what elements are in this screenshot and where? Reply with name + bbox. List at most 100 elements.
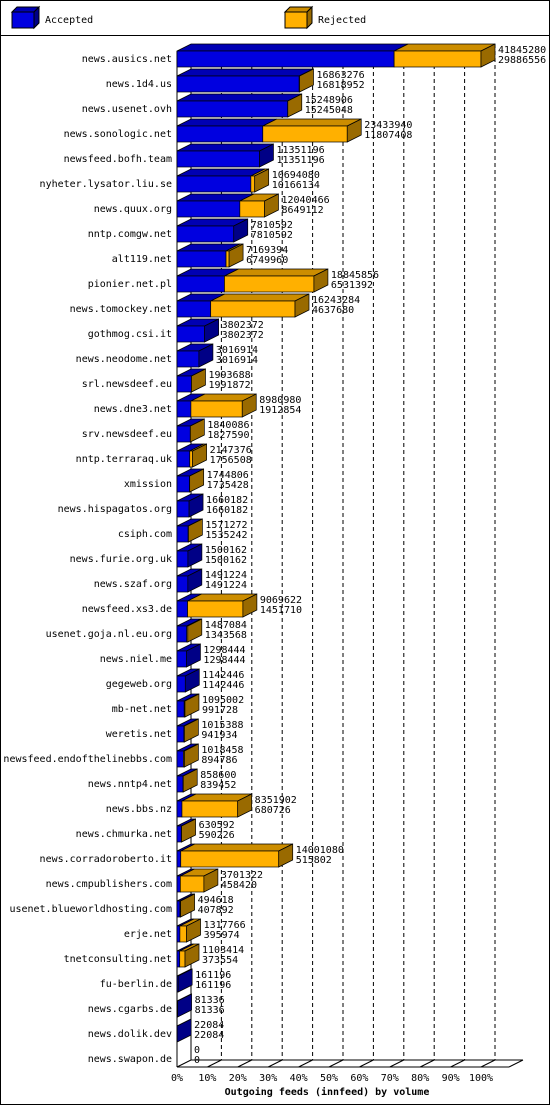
rejected-bar-side xyxy=(242,593,258,618)
y-tick-label: tnetconsulting.net xyxy=(64,954,172,965)
accepted-bar xyxy=(176,525,189,543)
accepted-bar xyxy=(176,400,192,418)
rejected-bar-side xyxy=(237,793,253,818)
x-tick-label: 60% xyxy=(350,1073,368,1084)
accepted-label: 7810592 xyxy=(251,230,293,241)
accepted-bar-top xyxy=(176,168,266,177)
accepted-label: 4637680 xyxy=(312,305,354,316)
offered-label: 18845856 xyxy=(331,270,379,281)
accepted-label: 515802 xyxy=(296,855,332,866)
accepted-bar xyxy=(176,375,192,393)
rejected-bar-side xyxy=(191,368,206,393)
y-tick-label: news.quux.org xyxy=(94,204,172,215)
chart-title: Outgoing feeds (innfeed) by volume xyxy=(225,1086,430,1098)
accepted-label: 1735428 xyxy=(207,480,249,491)
accepted-bar-side xyxy=(188,493,204,518)
accepted-label: 407892 xyxy=(198,905,234,916)
rejected-bar xyxy=(190,400,243,418)
offered-label: 1095002 xyxy=(202,695,244,706)
accepted-bar xyxy=(176,250,227,268)
accepted-label: 1343568 xyxy=(205,630,247,641)
rejected-bar xyxy=(179,950,186,968)
tick-mark xyxy=(450,1059,465,1068)
accepted-bar-side xyxy=(177,993,192,1018)
x-tick-label: 80% xyxy=(411,1073,429,1084)
offered-label: 14001080 xyxy=(296,845,344,856)
accepted-label: 161196 xyxy=(195,980,231,991)
y-tick-label: news.cgarbs.de xyxy=(88,1004,172,1015)
offered-label: 1298444 xyxy=(203,645,245,656)
rejected-bar-side xyxy=(184,943,200,968)
accepted-bar xyxy=(176,350,200,368)
y-tick-label: mb-net.net xyxy=(112,704,172,715)
accepted-label: 3016914 xyxy=(216,355,258,366)
accepted-label: 1827590 xyxy=(207,430,249,441)
rejected-bar-side xyxy=(241,393,257,418)
rejected-bar-top xyxy=(224,268,329,277)
y-tick-label: nntp.comgw.net xyxy=(88,229,172,240)
accepted-label: 1991872 xyxy=(208,380,250,391)
rejected-bar xyxy=(180,850,280,868)
y-tick-label: pionier.net.pl xyxy=(88,279,172,290)
accepted-label: 1756508 xyxy=(210,455,252,466)
accepted-bar xyxy=(176,475,190,493)
offered-label: 15248906 xyxy=(305,95,353,106)
accepted-bar xyxy=(176,950,181,968)
rejected-bar-side xyxy=(187,618,203,643)
rejected-bar-side xyxy=(313,268,329,293)
rejected-bar xyxy=(262,125,348,143)
accepted-bar-side xyxy=(177,968,193,993)
y-tick-label: alt119.net xyxy=(112,254,172,265)
accepted-label: 1912854 xyxy=(259,405,301,416)
y-tick-label: news.szaf.org xyxy=(94,579,172,590)
tick-mark xyxy=(328,1059,344,1068)
accepted-label: 894786 xyxy=(201,755,237,766)
rejected-bar-side xyxy=(203,868,219,893)
accepted-label: 15245048 xyxy=(305,105,353,116)
x-tick-label: 50% xyxy=(320,1073,338,1084)
accepted-bar xyxy=(176,625,188,643)
tick-mark xyxy=(207,1059,222,1068)
rejected-bar-top xyxy=(210,293,310,302)
legend-swatch xyxy=(11,11,35,29)
y-tick-label: news.neodome.net xyxy=(76,354,172,365)
legend-swatch-side xyxy=(33,5,40,30)
y-tick-label: xmission xyxy=(124,479,172,490)
offered-label: 1744806 xyxy=(207,470,249,481)
rejected-bar-side xyxy=(184,693,200,718)
offered-label: 1142446 xyxy=(202,670,244,681)
accepted-label: 839452 xyxy=(200,780,236,791)
rejected-bar xyxy=(210,300,296,318)
accepted-bar-top xyxy=(176,68,314,77)
rejected-bar-side xyxy=(299,68,314,93)
rejected-bar-side xyxy=(184,718,199,743)
rejected-bar-side xyxy=(189,468,205,493)
x-tick-label: 10% xyxy=(198,1073,216,1084)
offered-label: 9069622 xyxy=(260,595,302,606)
accepted-label: 29886556 xyxy=(498,55,546,66)
offered-label: 1500162 xyxy=(205,545,247,556)
y-tick-label: news.ausics.net xyxy=(82,54,172,65)
accepted-label: 3802372 xyxy=(222,330,264,341)
x-tick-label: 100% xyxy=(469,1073,493,1084)
y-tick-label: usenet.blueworldhosting.com xyxy=(9,904,172,915)
accepted-label: 1298444 xyxy=(203,655,245,666)
y-tick-label: usenet.goja.nl.eu.org xyxy=(46,629,172,640)
accepted-label: 991728 xyxy=(202,705,238,716)
accepted-label: 81336 xyxy=(195,1005,225,1016)
legend-label: Rejected xyxy=(318,15,366,26)
accepted-bar xyxy=(176,700,185,718)
legend-label: Accepted xyxy=(45,15,93,26)
rejected-bar-side xyxy=(180,893,195,918)
y-tick-label: news.niel.me xyxy=(100,654,172,665)
accepted-label: 1491224 xyxy=(205,580,247,591)
offered-label: 3802372 xyxy=(222,320,264,331)
accepted-bar-side xyxy=(184,668,200,693)
accepted-label: 11351196 xyxy=(276,155,324,166)
rejected-bar xyxy=(179,875,205,893)
offered-label: 7169394 xyxy=(246,245,288,256)
y-tick-label: news.sonologic.net xyxy=(64,129,172,140)
rejected-bar xyxy=(239,200,265,218)
y-tick-label: csiph.com xyxy=(118,529,172,540)
rejected-bar xyxy=(187,600,244,618)
